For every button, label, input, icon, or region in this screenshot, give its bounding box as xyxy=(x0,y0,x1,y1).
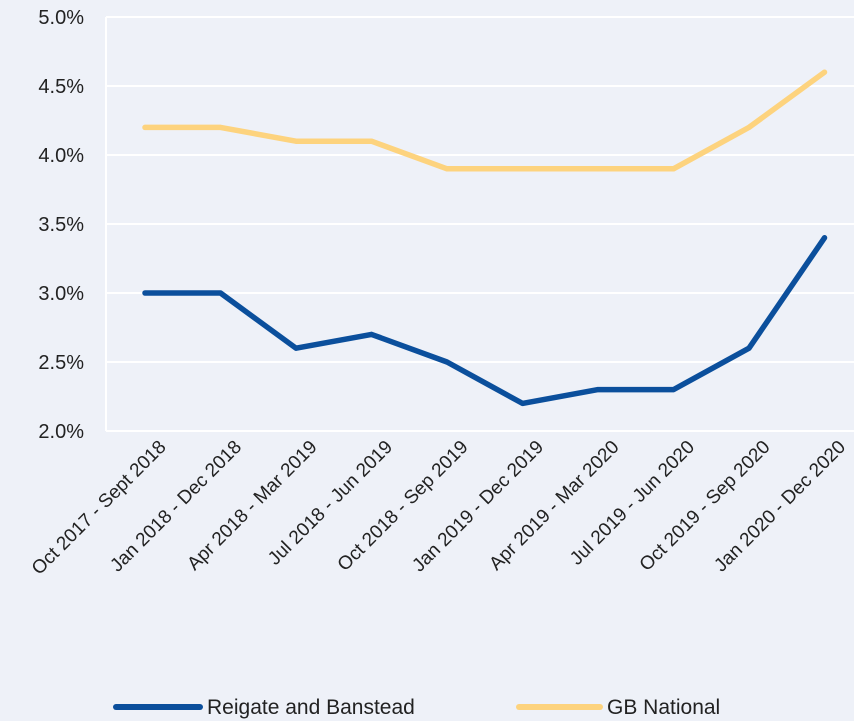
y-axis-ticks: 2.0% 2.5% 3.0% 3.5% 4.0% 4.5% 5.0% xyxy=(38,7,84,443)
y-tick-label: 4.0% xyxy=(38,145,84,167)
data-point xyxy=(142,124,148,130)
data-point xyxy=(369,138,374,144)
series-lines xyxy=(142,69,828,407)
data-point xyxy=(293,345,299,351)
data-point xyxy=(520,400,525,406)
y-tick-label: 2.0% xyxy=(38,421,84,443)
data-point xyxy=(595,166,601,172)
data-point xyxy=(369,331,374,337)
data-point xyxy=(520,166,525,172)
y-tick-label: 5.0% xyxy=(38,7,84,29)
data-point xyxy=(595,387,601,393)
y-tick-label: 4.5% xyxy=(38,76,84,98)
legend-label: GB National xyxy=(607,696,720,719)
series-line xyxy=(142,69,828,172)
y-tick-label: 2.5% xyxy=(38,352,84,374)
data-point xyxy=(671,387,676,393)
data-point xyxy=(293,138,299,144)
legend-label: Reigate and Banstead xyxy=(207,696,415,719)
data-point xyxy=(444,166,450,172)
y-tick-label: 3.5% xyxy=(38,214,84,236)
data-point xyxy=(142,290,148,296)
data-point xyxy=(746,345,752,351)
data-point xyxy=(444,359,450,365)
data-point xyxy=(822,235,827,241)
data-point xyxy=(218,124,223,130)
series-line xyxy=(142,235,828,407)
data-point xyxy=(822,69,827,75)
data-point xyxy=(218,290,223,296)
data-point xyxy=(746,124,752,130)
gridlines xyxy=(105,16,854,432)
y-tick-label: 3.0% xyxy=(38,283,84,305)
data-point xyxy=(671,166,676,172)
legend: Reigate and Banstead GB National xyxy=(113,696,720,719)
